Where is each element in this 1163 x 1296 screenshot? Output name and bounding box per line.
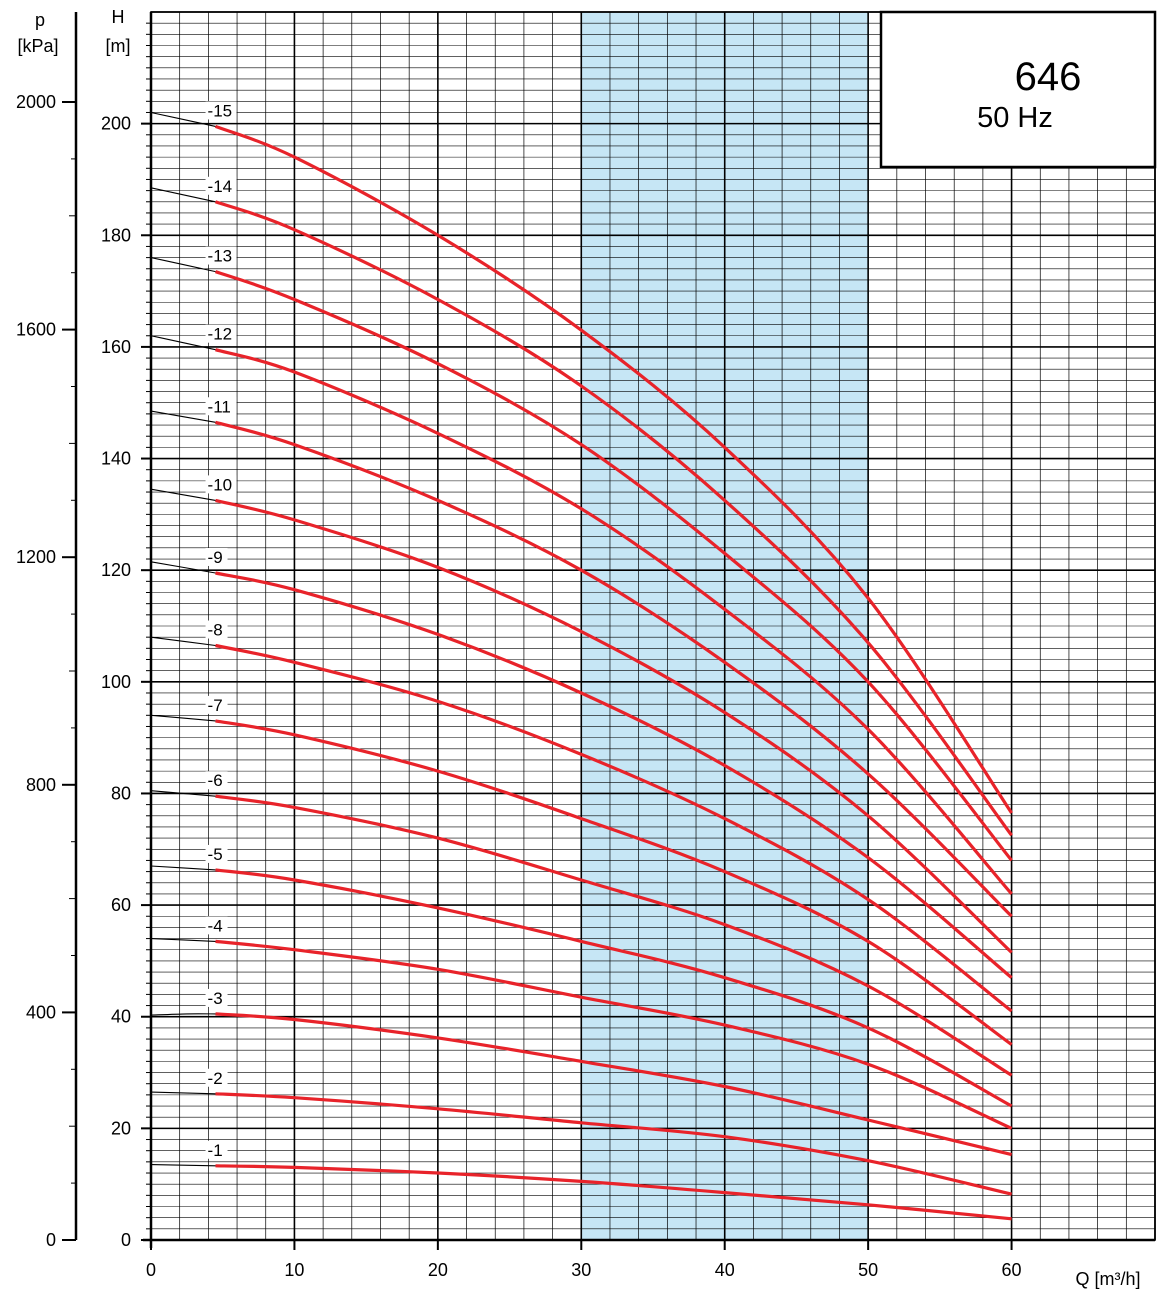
series--7-label-bg bbox=[205, 695, 228, 714]
series--10-curve bbox=[215, 498, 1013, 954]
series--4-label: -4 bbox=[208, 916, 223, 935]
series--5-label-bg bbox=[205, 844, 228, 863]
series--7-label: -7 bbox=[208, 696, 223, 715]
series--12-start-curve bbox=[150, 335, 216, 351]
series--11-label-bg bbox=[205, 397, 237, 416]
y-axis-label-line2: [m] bbox=[106, 36, 131, 56]
series--11-curve bbox=[215, 420, 1013, 918]
series--4-curve bbox=[215, 939, 1013, 1130]
y2-tick-label: 400 bbox=[26, 1002, 56, 1022]
y-tick-label: 140 bbox=[101, 449, 131, 469]
y-tick-label: 100 bbox=[101, 672, 131, 692]
y-tick-label: 80 bbox=[111, 783, 131, 803]
series--8-curve bbox=[215, 643, 1013, 1013]
series--2-label-bg bbox=[205, 1068, 228, 1087]
series--13-label: -13 bbox=[208, 247, 233, 266]
y-tick-label: 120 bbox=[101, 560, 131, 580]
series--4-label-bg bbox=[205, 916, 228, 935]
series--13-curve bbox=[214, 270, 1013, 862]
series--15-label: -15 bbox=[208, 101, 233, 120]
series--8-label-bg bbox=[205, 620, 228, 639]
y2-tick-label: 800 bbox=[26, 775, 56, 795]
series--6-start-curve bbox=[150, 790, 216, 797]
series--3-label-bg bbox=[205, 988, 228, 1007]
x-tick-label: 60 bbox=[1002, 1260, 1022, 1280]
x-tick-label: 40 bbox=[715, 1260, 735, 1280]
series--5-label: -5 bbox=[208, 845, 223, 864]
y-axis-label-line1: H bbox=[112, 7, 125, 27]
x-tick-label: 10 bbox=[284, 1260, 304, 1280]
series--6-label-bg bbox=[205, 771, 228, 790]
y2-tick-label: 1200 bbox=[16, 547, 56, 567]
series--1-curve bbox=[215, 1164, 1012, 1221]
series--14-label-bg bbox=[205, 176, 237, 195]
series--8-label: -8 bbox=[208, 621, 223, 640]
series--1-label-bg bbox=[205, 1140, 228, 1159]
y-tick-label: 200 bbox=[101, 114, 131, 134]
series--14-curve bbox=[214, 200, 1013, 837]
y2-axis-label-line2: [kPa] bbox=[17, 36, 58, 56]
series--5-curve bbox=[215, 868, 1013, 1108]
series--14-start-curve bbox=[150, 187, 216, 203]
series--3-start-curve bbox=[150, 1013, 216, 1016]
series--1-start-curve bbox=[150, 1164, 216, 1167]
series--9-label: -9 bbox=[208, 548, 223, 567]
series--9-curve bbox=[215, 571, 1013, 979]
y-tick-label: 180 bbox=[101, 225, 131, 245]
series--5-start-curve bbox=[150, 865, 216, 871]
x-tick-label: 30 bbox=[571, 1260, 591, 1280]
series--2-curve bbox=[215, 1092, 1012, 1196]
chart-subtitle: 50 Hz bbox=[977, 102, 1053, 134]
x-tick-label: 20 bbox=[428, 1260, 448, 1280]
series--9-label-bg bbox=[205, 547, 228, 566]
chart-title: 646 bbox=[1015, 55, 1082, 99]
series--7-curve bbox=[215, 719, 1013, 1046]
series--14-label: -14 bbox=[208, 177, 233, 196]
series--1-label: -1 bbox=[208, 1141, 223, 1160]
y2-tick-label: 1600 bbox=[16, 320, 56, 340]
series--7-start-curve bbox=[150, 714, 216, 722]
series--13-start-curve bbox=[150, 257, 216, 273]
x-axis-label: Q [m³/h] bbox=[1075, 1269, 1140, 1289]
series--13-label-bg bbox=[205, 246, 237, 265]
y-tick-label: 40 bbox=[111, 1007, 131, 1027]
series--12-label: -12 bbox=[208, 325, 233, 344]
label-layer: -1 -2 -3 -4 -5 -6 -7 -8 -9 -10 -11 -12 -13 -14 -15 bbox=[205, 101, 237, 1160]
series--15-label-bg bbox=[205, 101, 237, 120]
y2-axis-label-line1: p bbox=[35, 10, 45, 30]
series--10-label: -10 bbox=[208, 475, 233, 494]
series--3-curve bbox=[215, 1012, 1012, 1157]
series--2-label: -2 bbox=[208, 1069, 223, 1088]
series--10-start-curve bbox=[150, 488, 216, 501]
x-tick-label: 0 bbox=[146, 1260, 156, 1280]
series--11-start-curve bbox=[150, 410, 216, 423]
series--15-start-curve bbox=[150, 111, 216, 127]
series--11-label: -11 bbox=[208, 397, 231, 416]
series-layer bbox=[150, 111, 1013, 1221]
y-tick-label: 60 bbox=[111, 895, 131, 915]
series--8-start-curve bbox=[150, 636, 216, 647]
series--6-curve bbox=[215, 794, 1013, 1077]
y-tick-label: 0 bbox=[121, 1230, 131, 1250]
title-box: 646 50 Hz bbox=[879, 10, 1157, 169]
y2-tick-label: 0 bbox=[46, 1230, 56, 1250]
series--6-label: -6 bbox=[208, 771, 223, 790]
series--9-start-curve bbox=[150, 561, 216, 574]
x-tick-label: 50 bbox=[858, 1260, 878, 1280]
series--3-label: -3 bbox=[208, 989, 223, 1008]
series--10-label-bg bbox=[205, 475, 237, 494]
series--15-curve bbox=[214, 124, 1013, 814]
series--12-label-bg bbox=[205, 324, 237, 343]
series--12-curve bbox=[215, 348, 1013, 895]
y-tick-label: 20 bbox=[111, 1118, 131, 1138]
series--2-start-curve bbox=[150, 1091, 216, 1095]
y-tick-label: 160 bbox=[101, 337, 131, 357]
series--4-start-curve bbox=[150, 938, 216, 942]
y2-tick-label: 2000 bbox=[16, 92, 56, 112]
